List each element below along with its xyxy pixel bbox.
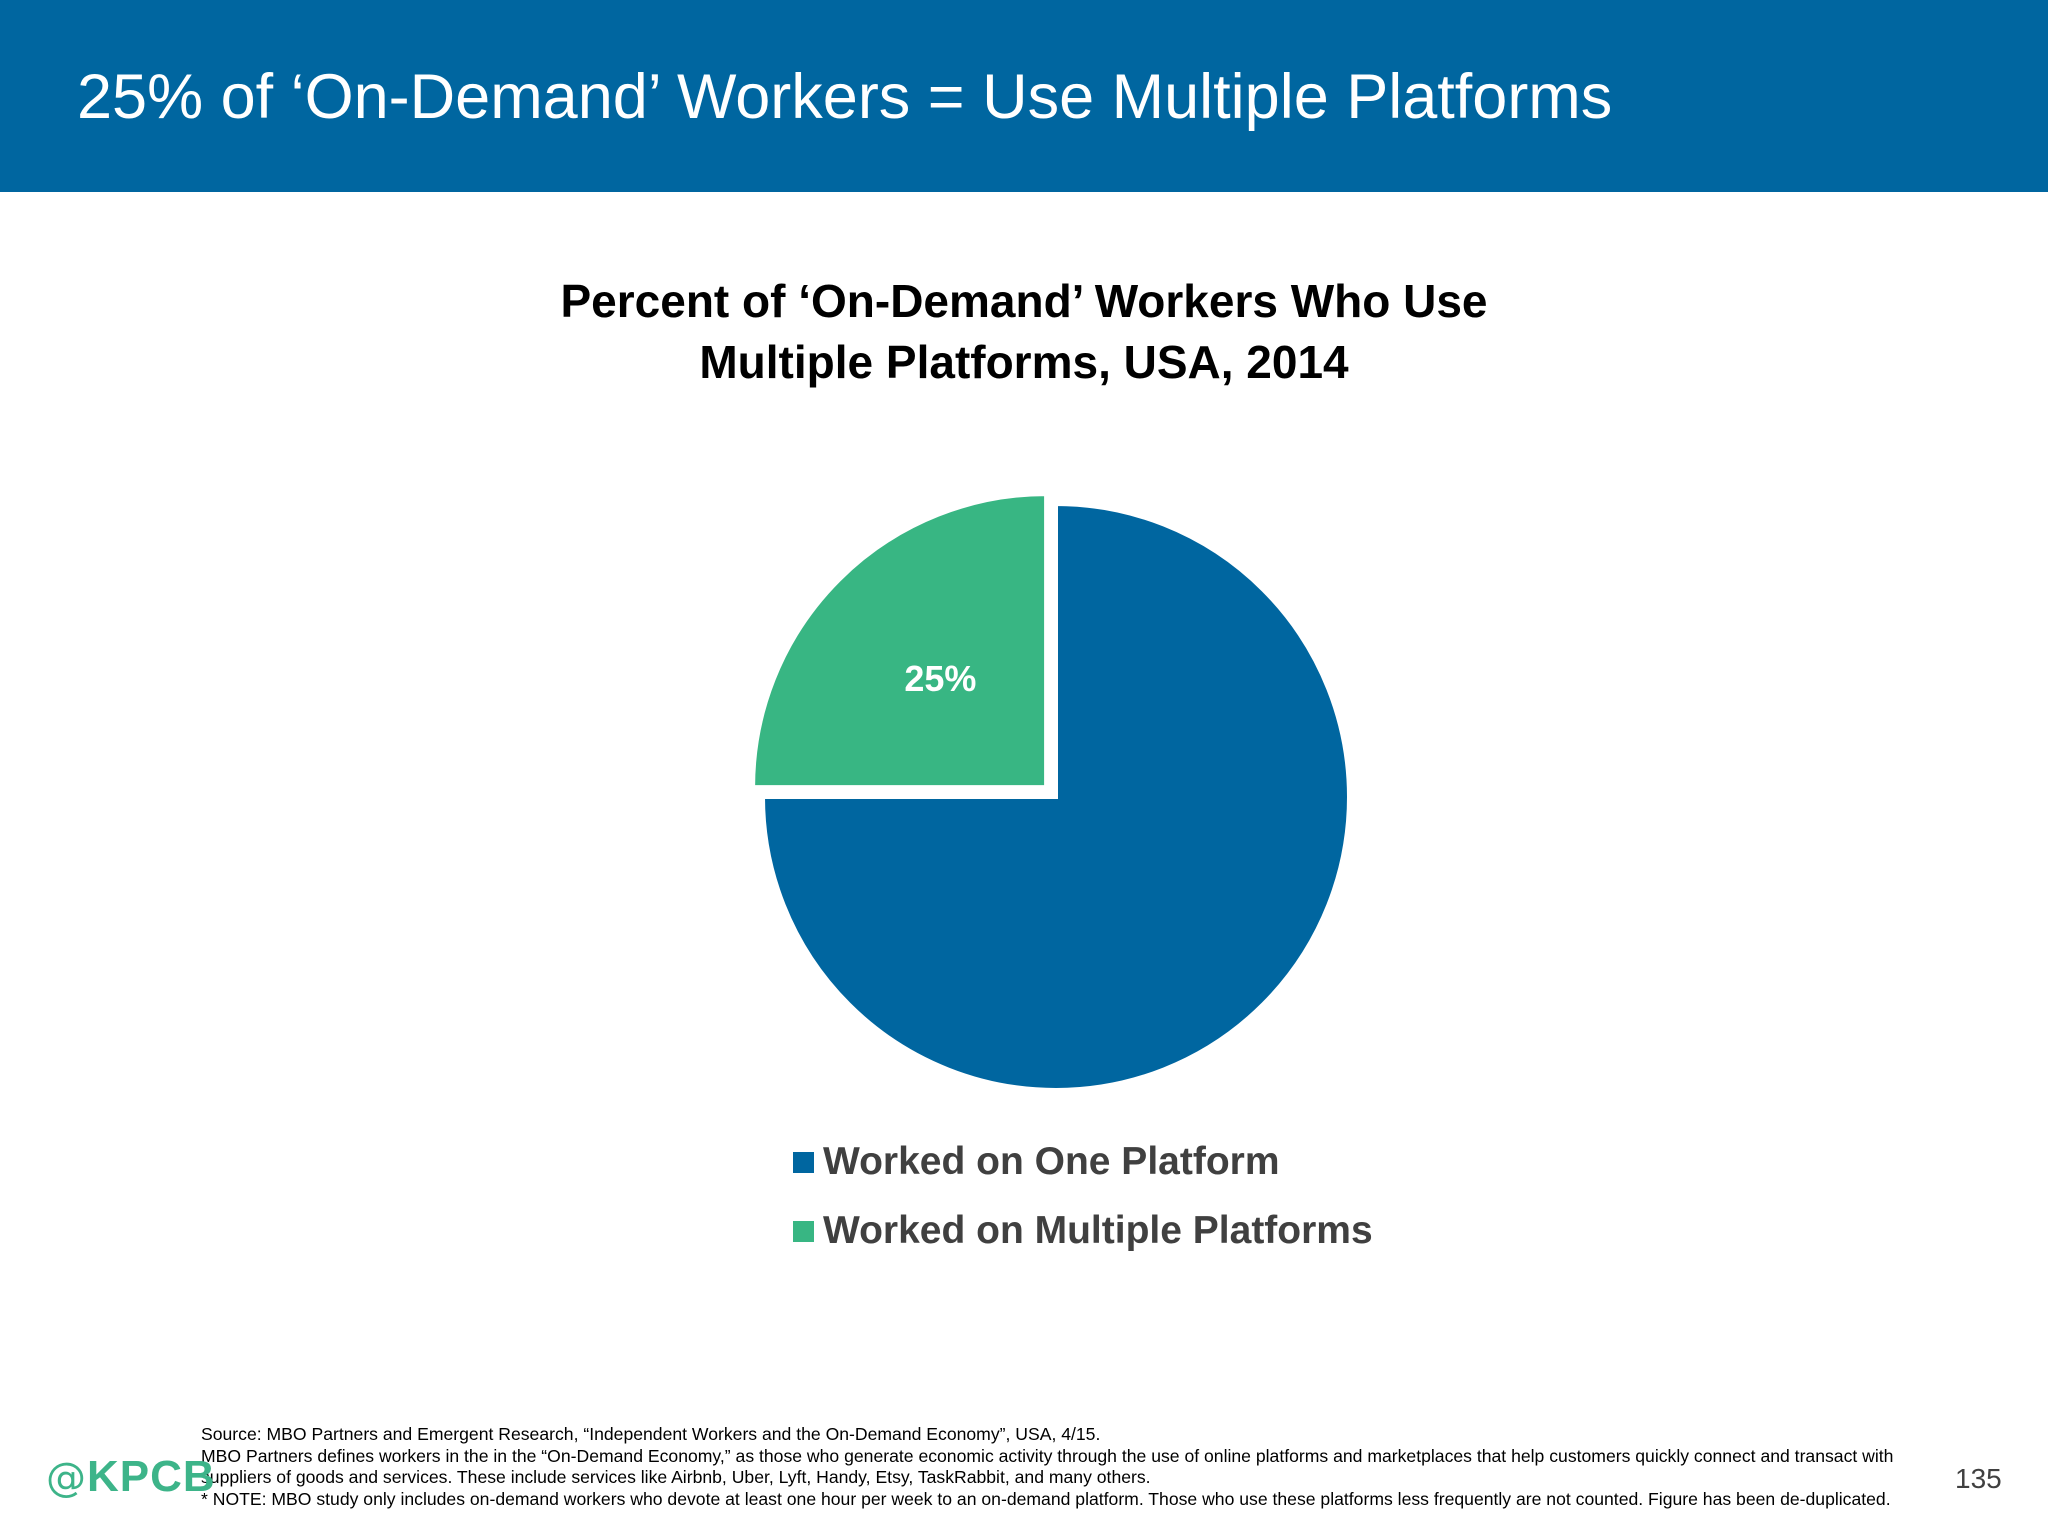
chart-title-line-2: Multiple Platforms, USA, 2014 bbox=[699, 336, 1349, 388]
legend-label-multiple-platforms: Worked on Multiple Platforms bbox=[823, 1209, 1373, 1252]
footnote-source: Source: MBO Partners and Emergent Resear… bbox=[201, 1424, 1101, 1444]
legend-swatch-one-platform bbox=[793, 1151, 814, 1173]
pie-label-multiple-platforms: 25% bbox=[904, 658, 976, 699]
chart-title-line-1: Percent of ‘On-Demand’ Workers Who Use bbox=[560, 275, 1488, 327]
footnote-note: * NOTE: MBO study only includes on-deman… bbox=[201, 1488, 1891, 1509]
page-number: 135 bbox=[1955, 1463, 2002, 1494]
footnote: Source: MBO Partners and Emergent Resear… bbox=[201, 1424, 1941, 1510]
footnote-definition: MBO Partners defines workers in the in t… bbox=[201, 1445, 1894, 1488]
pie-slice-one-platform bbox=[760, 501, 1351, 1092]
legend-item-multiple-platforms: Worked on Multiple Platforms bbox=[793, 1201, 1373, 1261]
legend-swatch-multiple-platforms bbox=[793, 1220, 814, 1242]
kpcb-logo: @KPCB bbox=[46, 1452, 216, 1502]
logo-name: KPCB bbox=[87, 1452, 216, 1501]
legend-label-one-platform: Worked on One Platform bbox=[823, 1140, 1280, 1183]
header-bar bbox=[0, 0, 2048, 192]
pie-slice-multiple-platforms bbox=[751, 492, 1049, 790]
slide-title: 25% of ‘On-Demand’ Workers = Use Multipl… bbox=[77, 62, 1613, 132]
logo-at: @ bbox=[46, 1455, 87, 1501]
legend-item-one-platform: Worked on One Platform bbox=[793, 1132, 1373, 1192]
chart-legend: Worked on One Platform Worked on Multipl… bbox=[793, 1132, 1373, 1270]
chart-title: Percent of ‘On-Demand’ Workers Who Use M… bbox=[0, 271, 2048, 393]
